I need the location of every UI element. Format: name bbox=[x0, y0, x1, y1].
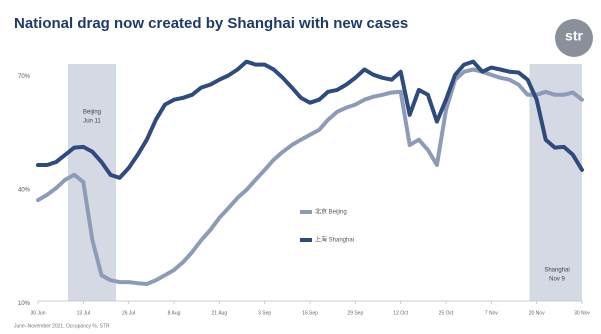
x-tick-label: 7 Nov bbox=[485, 310, 499, 316]
x-tick-label: 16 Sep bbox=[302, 310, 318, 316]
period-label: Shanghai bbox=[544, 268, 569, 274]
shaded-period bbox=[67, 64, 116, 301]
x-tick-label: 13 Jul bbox=[77, 310, 90, 316]
legend-label: 北京 Beijing bbox=[315, 208, 347, 216]
chart-title: National drag now created by Shanghai wi… bbox=[14, 15, 408, 32]
x-tick-label: 25 Oct bbox=[439, 310, 454, 316]
x-tick-label: 12 Oct bbox=[393, 310, 408, 316]
x-tick-label: 26 Jul bbox=[122, 310, 135, 316]
x-tick-label: 30 Jun bbox=[30, 310, 45, 316]
y-tick-label: 70% bbox=[18, 74, 31, 80]
x-tick-label: 30 Nov bbox=[574, 310, 590, 316]
y-tick-label: 40% bbox=[18, 188, 31, 194]
series-line bbox=[36, 67, 584, 286]
logo: str bbox=[565, 28, 583, 44]
x-tick-label: 3 Sep bbox=[258, 310, 271, 316]
period-label: Beijing bbox=[83, 110, 101, 116]
logo-badge bbox=[555, 19, 593, 57]
footer: June–November 2021, Occupancy %, STR bbox=[14, 323, 110, 329]
period-label: Nov 9 bbox=[549, 277, 565, 283]
x-tick-label: 8 Aug bbox=[168, 310, 181, 316]
x-tick-label: 21 Aug bbox=[212, 310, 228, 316]
period-label: Jun 11 bbox=[83, 119, 101, 125]
x-tick-label: 29 Sep bbox=[347, 310, 363, 316]
y-tick-label: 10% bbox=[18, 301, 31, 307]
x-tick-label: 20 Nov bbox=[529, 310, 545, 316]
series-line bbox=[36, 59, 584, 180]
legend-label: 上海 Shanghai bbox=[315, 236, 354, 244]
